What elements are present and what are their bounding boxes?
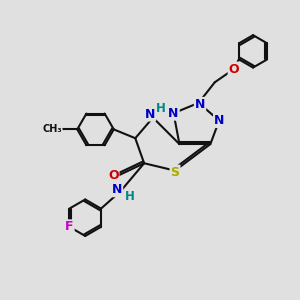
Text: CH₃: CH₃ bbox=[42, 124, 62, 134]
Text: S: S bbox=[170, 166, 179, 178]
Text: N: N bbox=[112, 183, 122, 196]
Text: H: H bbox=[125, 190, 135, 203]
Text: N: N bbox=[195, 98, 205, 111]
Text: O: O bbox=[108, 169, 119, 182]
Text: F: F bbox=[65, 220, 74, 233]
Text: N: N bbox=[168, 107, 179, 120]
Text: H: H bbox=[156, 102, 166, 115]
Text: N: N bbox=[145, 108, 155, 121]
Text: N: N bbox=[214, 114, 224, 127]
Text: O: O bbox=[229, 62, 239, 76]
